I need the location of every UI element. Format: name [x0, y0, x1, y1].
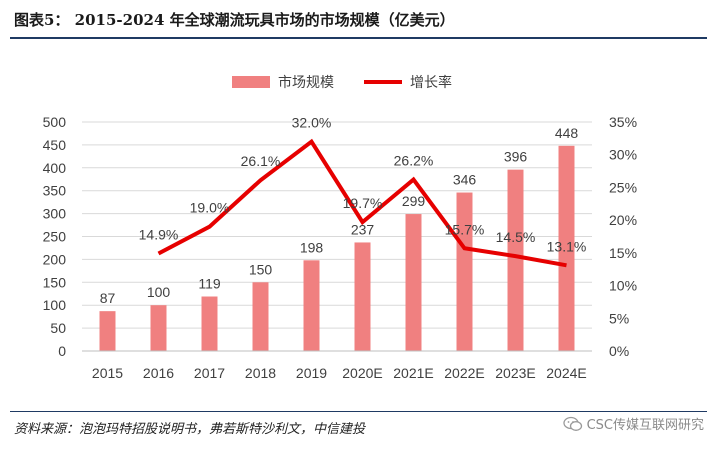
- y-left-tick-label: 50: [50, 320, 66, 336]
- y-right-tick-label: 30%: [609, 147, 637, 163]
- bar-value-label: 299: [402, 193, 426, 209]
- y-left-tick-label: 450: [43, 137, 67, 153]
- bar: [405, 214, 422, 351]
- y-left-tick-label: 500: [43, 114, 67, 130]
- bar-value-label: 150: [249, 261, 273, 277]
- bar: [252, 282, 269, 351]
- x-tick-label: 2020E: [342, 365, 382, 381]
- x-tick-label: 2018: [245, 365, 276, 381]
- y-axis-right: 0% 5% 10% 15% 20% 25% 30% 35%: [609, 114, 637, 359]
- line-data-labels: 14.9% 19.0% 26.1% 32.0% 19.7% 26.2% 15.7% 14.5%…: [139, 115, 587, 255]
- bar: [456, 192, 473, 351]
- bar-value-label: 237: [351, 221, 375, 237]
- x-tick-label: 2017: [194, 365, 225, 381]
- gridlines: [82, 121, 592, 329]
- y-left-tick-label: 150: [43, 274, 67, 290]
- y-left-tick-label: 250: [43, 229, 67, 245]
- line-value-label: 26.1%: [241, 153, 281, 169]
- x-tick-label: 2015: [92, 365, 123, 381]
- bar-value-label: 448: [555, 125, 579, 141]
- bar: [558, 145, 575, 351]
- source-note: 资料来源：泡泡玛特招股说明书，弗若斯特沙利文，中信建投: [14, 422, 366, 437]
- bar: [150, 305, 167, 351]
- x-tick-label: 2019: [296, 365, 327, 381]
- line-value-label: 19.0%: [190, 200, 230, 216]
- bar-series: [99, 145, 575, 351]
- line-value-label: 32.0%: [292, 115, 332, 131]
- combo-chart: 87 100 119 150 198 237 299 346 396 448 14.9% 19.0%…: [43, 74, 637, 381]
- y-right-tick-label: 5%: [609, 310, 629, 326]
- bar-value-label: 119: [198, 275, 221, 291]
- x-tick-label: 2016: [143, 365, 174, 381]
- legend-label-bar: 市场规模: [278, 74, 334, 90]
- y-right-tick-label: 25%: [609, 179, 637, 195]
- y-right-tick-label: 35%: [609, 114, 637, 130]
- y-left-tick-label: 350: [43, 183, 67, 199]
- wechat-icon: [562, 416, 582, 431]
- line-value-label: 15.7%: [445, 221, 485, 237]
- bar: [99, 311, 116, 351]
- line-series: [157, 138, 567, 268]
- bar-value-label: 87: [100, 290, 116, 306]
- source-rule: [10, 411, 707, 412]
- bar-value-label: 100: [147, 284, 171, 300]
- y-right-tick-label: 20%: [609, 212, 637, 228]
- y-left-tick-label: 100: [43, 297, 67, 313]
- bar: [354, 242, 371, 351]
- watermark: CSC传媒互联网研究: [562, 414, 704, 433]
- bar-value-label: 396: [504, 149, 528, 165]
- watermark-text: CSC传媒互联网研究: [586, 418, 704, 433]
- bar-value-label: 198: [300, 239, 324, 255]
- y-left-tick-label: 300: [43, 206, 67, 222]
- y-left-tick-label: 200: [43, 251, 67, 267]
- line-value-label: 13.1%: [547, 238, 587, 254]
- x-tick-label: 2021E: [393, 365, 433, 381]
- title-rule: [10, 37, 707, 39]
- bar: [303, 260, 320, 351]
- y-axis-left: 0 50 100 150 200 250 300 350 400 450 500: [43, 114, 67, 359]
- bar-data-labels: 87 100 119 150 198 237 299 346 396 448: [100, 125, 579, 306]
- y-right-tick-label: 10%: [609, 278, 637, 294]
- figure-title: 图表5： 2015-2024 年全球潮流玩具市场的市场规模（亿美元）: [14, 11, 455, 29]
- y-left-tick-label: 0: [58, 343, 66, 359]
- legend-label-line: 增长率: [410, 74, 452, 90]
- x-tick-label: 2022E: [444, 365, 484, 381]
- x-tick-label: 2024E: [546, 365, 586, 381]
- y-right-tick-label: 0%: [609, 343, 629, 359]
- line-value-label: 26.2%: [394, 153, 434, 169]
- line-value-label: 19.7%: [343, 195, 383, 211]
- line-value-label: 14.5%: [496, 229, 536, 245]
- y-right-tick-label: 15%: [609, 245, 637, 261]
- growth-rate-line: [157, 138, 567, 268]
- x-tick-label: 2023E: [495, 365, 535, 381]
- line-value-label: 14.9%: [139, 227, 179, 243]
- bar: [507, 169, 524, 351]
- legend: 市场规模 增长率: [232, 74, 452, 90]
- bar: [201, 296, 218, 351]
- x-axis: 2015 2016 2017 2018 2019 2020E 2021E 2022E 2023E…: [82, 350, 592, 381]
- bar-value-label: 346: [453, 172, 477, 188]
- legend-swatch-bar: [232, 76, 270, 88]
- y-left-tick-label: 400: [43, 160, 67, 176]
